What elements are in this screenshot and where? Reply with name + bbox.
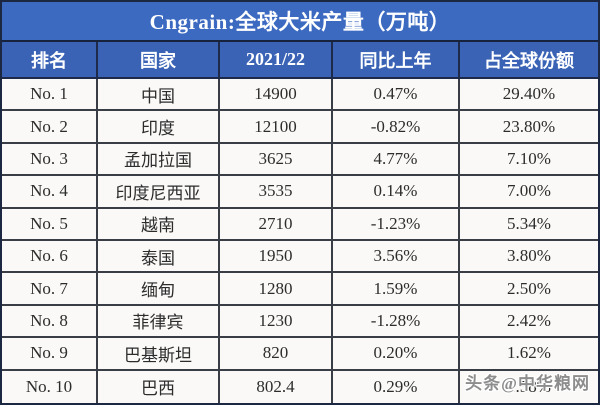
cell-production: 12100: [220, 111, 333, 144]
cell-share: 5.34%: [460, 208, 598, 241]
cell-yoy: 4.77%: [333, 143, 460, 177]
column-header-share: 占全球份额: [460, 42, 598, 79]
cell-production: 1280: [220, 273, 333, 306]
cell-production: 14900: [220, 79, 333, 112]
cell-share: 7.10%: [460, 143, 598, 177]
cell-share: 1.58%: [460, 370, 598, 403]
cell-share: 2.50%: [460, 273, 598, 306]
cell-yoy: 0.20%: [333, 338, 460, 371]
cell-country: 巴基斯坦: [98, 338, 220, 371]
cell-rank: No. 6: [2, 241, 98, 274]
cell-country: 菲律宾: [98, 305, 220, 339]
cell-rank: No. 2: [2, 111, 98, 144]
cell-yoy: -1.28%: [333, 305, 460, 339]
cell-production: 3625: [220, 143, 333, 177]
cell-country: 印度尼西亚: [98, 176, 220, 209]
cell-production: 3535: [220, 176, 333, 209]
data-grid: 排名 国家 2021/22 同比上年 占全球份额 No. 1 中国 14900 …: [2, 42, 598, 403]
table-title: Cngrain:全球大米产量（万吨）: [2, 2, 598, 42]
column-header-yoy: 同比上年: [333, 42, 460, 79]
cell-country: 泰国: [98, 241, 220, 274]
cell-rank: No. 3: [2, 143, 98, 177]
cell-country: 印度: [98, 111, 220, 144]
cell-country: 巴西: [98, 370, 220, 403]
cell-country: 中国: [98, 79, 220, 112]
cell-rank: No. 8: [2, 305, 98, 339]
cell-share: 1.62%: [460, 338, 598, 371]
column-header-production: 2021/22: [220, 42, 333, 79]
cell-country: 缅甸: [98, 273, 220, 306]
cell-country: 孟加拉国: [98, 143, 220, 177]
cell-rank: No. 1: [2, 79, 98, 112]
cell-share: 23.80%: [460, 111, 598, 144]
cell-yoy: -1.23%: [333, 208, 460, 241]
cell-country: 越南: [98, 208, 220, 241]
cell-production: 820: [220, 338, 333, 371]
cell-production: 802.4: [220, 370, 333, 403]
column-header-rank: 排名: [2, 42, 98, 79]
cell-yoy: -0.82%: [333, 111, 460, 144]
cell-share: 3.80%: [460, 241, 598, 274]
cell-rank: No. 4: [2, 176, 98, 209]
cell-yoy: 0.14%: [333, 176, 460, 209]
cell-yoy: 3.56%: [333, 241, 460, 274]
cell-rank: No. 9: [2, 338, 98, 371]
cell-rank: No. 5: [2, 208, 98, 241]
cell-yoy: 0.29%: [333, 370, 460, 403]
cell-yoy: 1.59%: [333, 273, 460, 306]
cell-share: 7.00%: [460, 176, 598, 209]
cell-rank: No. 10: [2, 370, 98, 403]
cell-production: 2710: [220, 208, 333, 241]
column-header-country: 国家: [98, 42, 220, 79]
cell-share: 2.42%: [460, 305, 598, 339]
cell-rank: No. 7: [2, 273, 98, 306]
cell-production: 1950: [220, 241, 333, 274]
cell-share: 29.40%: [460, 79, 598, 112]
cell-production: 1230: [220, 305, 333, 339]
cell-yoy: 0.47%: [333, 79, 460, 112]
